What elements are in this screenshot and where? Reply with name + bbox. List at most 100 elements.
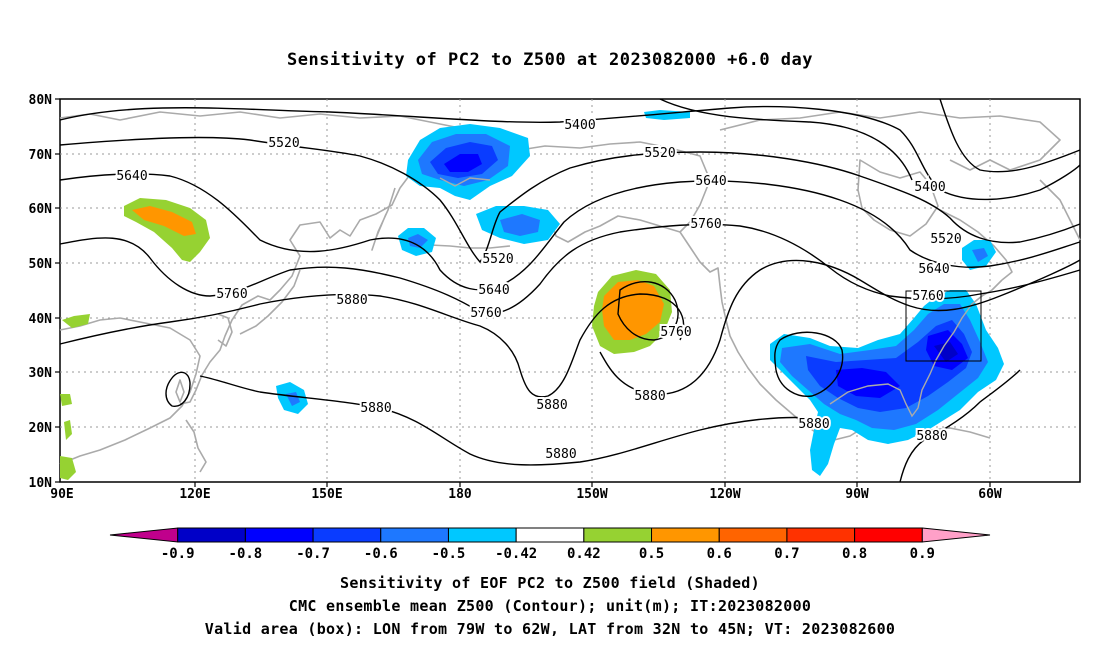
colorbar-cell xyxy=(854,527,923,543)
coast-bc xyxy=(679,231,721,287)
colorbar-label: 0.7 xyxy=(774,546,799,562)
lat-label: 80N xyxy=(29,93,53,108)
contour-5400-c xyxy=(939,98,1081,173)
coast-us-west xyxy=(719,285,791,413)
coastlines-overlay xyxy=(439,177,983,418)
lon-label: 150W xyxy=(576,487,607,502)
contour-label: 5760 xyxy=(216,287,247,302)
contour-label: 5760 xyxy=(470,306,501,321)
valid-area-box xyxy=(905,290,982,362)
colorbar-label: -0.7 xyxy=(296,546,330,562)
contour-label: 5400 xyxy=(914,180,945,195)
colorbar-cell xyxy=(447,527,517,543)
colorbar-label: -0.9 xyxy=(161,546,195,562)
contour-label: 5520 xyxy=(930,232,961,247)
coast-taiwan xyxy=(175,379,185,403)
contour-label: 5880 xyxy=(536,398,567,413)
shaded-regions xyxy=(60,110,1004,480)
lat-labels: 80N 70N 60N 50N 40N 30N 20N 10N xyxy=(29,93,53,491)
contour-label: 5640 xyxy=(478,283,509,298)
contour-label: 5640 xyxy=(695,174,726,189)
colorbar-label: -0.6 xyxy=(364,546,398,562)
colorbar-cell xyxy=(718,527,788,543)
lat-label: 20N xyxy=(29,421,53,436)
lon-label: 90W xyxy=(845,487,869,502)
colorbar-cell xyxy=(312,527,382,543)
contour-label: 5880 xyxy=(336,293,367,308)
contour-5640 xyxy=(59,173,1081,291)
shade-blue-kamchatka-core xyxy=(408,234,428,248)
caption-line-1: Sensitivity of EOF PC2 to Z500 field (Sh… xyxy=(340,574,760,592)
contour-5880 xyxy=(59,293,685,398)
contour-label: 5520 xyxy=(482,252,513,267)
contour-5400-b xyxy=(659,98,913,181)
lon-label: 120E xyxy=(179,487,210,502)
lat-ticks xyxy=(55,98,60,483)
coast-hudson xyxy=(857,159,939,237)
contour-label: 5880 xyxy=(545,447,576,462)
lon-label: 60W xyxy=(978,487,1002,502)
lon-ticks xyxy=(194,482,991,487)
colorbar-label: 0.42 xyxy=(567,546,601,562)
shade-green-small2 xyxy=(60,394,72,406)
z500-contours xyxy=(59,98,1081,483)
coast-greenland xyxy=(1039,179,1081,241)
contour-5520 xyxy=(59,136,1081,264)
contour-label: 5880 xyxy=(360,401,391,416)
lat-label: 50N xyxy=(29,257,53,272)
contour-label: 5520 xyxy=(644,146,675,161)
lon-label: 120W xyxy=(709,487,740,502)
coast-philippines xyxy=(185,419,207,473)
colorbar-cell xyxy=(651,527,720,543)
colorbar-label: 0.6 xyxy=(707,546,732,562)
contour-label: 5760 xyxy=(660,325,691,340)
contour-label: 5880 xyxy=(916,429,947,444)
colorbar-labels: -0.9 -0.8 -0.7 -0.6 -0.5 -0.42 0.42 0.5 0.6 0.7 0.… xyxy=(161,546,935,562)
colorbar-cell xyxy=(515,527,585,543)
colorbar-cell xyxy=(109,527,179,543)
contour-label: 5880 xyxy=(798,417,829,432)
coast-labrador xyxy=(939,209,1013,281)
map-panel: 5400 5520 5640 5760 5880 5520 5640 5760 … xyxy=(29,93,1081,502)
contour-5880-c xyxy=(199,375,811,466)
shade-blue-bering-core xyxy=(500,214,540,236)
contour-labels: 5400 5520 5640 5760 5880 5520 5640 5760 … xyxy=(114,116,963,464)
coast-korea xyxy=(217,313,233,347)
contour-label: 5640 xyxy=(918,262,949,277)
coast-caribbean xyxy=(929,427,991,439)
contour-label: 5520 xyxy=(268,136,299,151)
coast-china xyxy=(59,317,201,465)
coast-siberia xyxy=(59,111,521,405)
lon-label: 90E xyxy=(50,487,73,502)
colorbar-label: -0.5 xyxy=(432,546,466,562)
colorbar-label: -0.8 xyxy=(229,546,263,562)
colorbar-label: 0.5 xyxy=(639,546,664,562)
coast-japan xyxy=(239,269,301,335)
shade-orange-asia xyxy=(132,206,196,236)
contour-5880-b xyxy=(599,259,1081,396)
colorbar-cell xyxy=(921,527,991,543)
lon-labels: 90E 120E 150E 180 150W 120W 90W 60W xyxy=(50,487,1002,502)
colorbar-label: 0.8 xyxy=(842,546,867,562)
lat-label: 60N xyxy=(29,202,53,217)
contour-5880-east xyxy=(899,369,1021,483)
contour-label: 5760 xyxy=(690,217,721,232)
contour-5880-loop xyxy=(774,331,844,397)
lat-label: 40N xyxy=(29,312,53,327)
shade-green-small3 xyxy=(60,456,76,480)
coast-arctic-islands xyxy=(719,111,1061,171)
contour-label: 5760 xyxy=(912,289,943,304)
colorbar: -0.9 -0.8 -0.7 -0.6 -0.5 -0.42 0.42 0.5 0.6 0.7 0.… xyxy=(109,527,991,562)
contour-label: 5640 xyxy=(116,169,147,184)
caption-line-2: CMC ensemble mean Z500 (Contour); unit(m… xyxy=(288,597,812,615)
caption-line-3: Valid area (box): LON from 79W to 62W, L… xyxy=(204,620,896,638)
shade-green-small4 xyxy=(64,420,72,440)
lat-label: 10N xyxy=(29,476,53,491)
lat-label: 30N xyxy=(29,366,53,381)
colorbar-cells xyxy=(109,527,991,543)
contour-label: 5400 xyxy=(564,118,595,133)
shade-blue-na-darkest xyxy=(934,342,958,362)
coast-kamchatka xyxy=(371,187,396,251)
contour-label: 5880 xyxy=(634,389,665,404)
contour-5880-small xyxy=(165,371,191,407)
